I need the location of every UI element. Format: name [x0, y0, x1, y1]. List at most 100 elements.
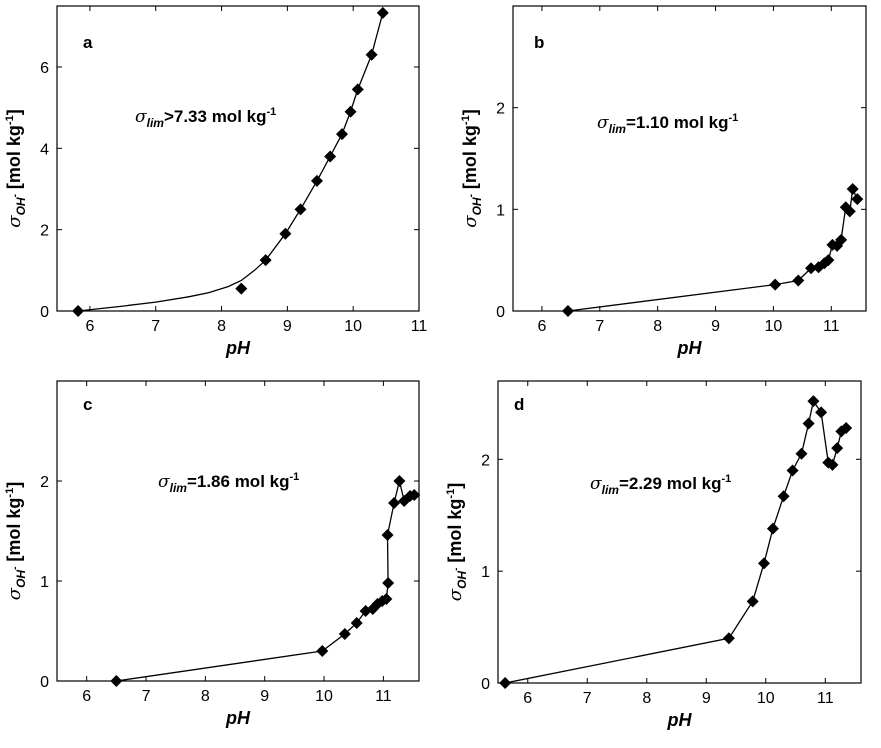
- x-tick-label: 10: [765, 318, 783, 335]
- x-tick-label: 10: [344, 318, 362, 335]
- y-tick-label: 0: [496, 304, 505, 321]
- data-point: [826, 458, 839, 471]
- y-tick-label: 2: [481, 452, 490, 469]
- sigma-lim-annotation-sub: lim: [147, 116, 165, 130]
- data-point: [72, 305, 85, 317]
- x-tick-label: 9: [283, 318, 292, 335]
- sigma-lim-annotation: σlim=1.86 mol kg-1: [158, 471, 299, 495]
- sigma-lim-annotation-sup: -1: [721, 473, 731, 485]
- data-point: [388, 497, 401, 509]
- x-axis-label: pH: [225, 708, 251, 728]
- data-point: [792, 274, 805, 287]
- data-point: [831, 442, 844, 455]
- data-point: [279, 227, 292, 240]
- data-point: [338, 628, 351, 640]
- sigma-lim-annotation-sub: lim: [170, 481, 188, 495]
- x-tick-label: 8: [217, 318, 226, 335]
- y-axis-label: σOH- [mol kg-1]: [4, 482, 28, 600]
- data-point: [766, 522, 779, 535]
- y-axis-label-sym: σ: [4, 215, 25, 228]
- y-tick-label: 2: [40, 474, 49, 491]
- y-axis-label-mainAfterSubsup: [mol kg: [4, 498, 24, 567]
- data-point: [777, 490, 790, 503]
- data-point: [758, 557, 771, 570]
- data-point: [259, 254, 272, 267]
- x-axis-label: pH: [677, 338, 703, 358]
- data-point: [365, 48, 378, 61]
- y-axis-label-mainAfterSubsup: [mol kg: [4, 125, 24, 194]
- y-tick-label: 2: [40, 223, 49, 240]
- data-point: [408, 489, 421, 501]
- y-tick-label: 4: [40, 141, 49, 158]
- x-tick-label: 9: [702, 690, 711, 707]
- x-tick-label: 11: [817, 690, 834, 707]
- sigma-lim-annotation-mainAfterSub: >7.33 mol kg: [164, 107, 267, 126]
- y-tick-label: 0: [481, 676, 490, 693]
- y-axis-label: σOH- [mol kg-1]: [4, 109, 28, 227]
- panel-letter: d: [514, 395, 524, 414]
- x-tick-label: 9: [711, 318, 720, 335]
- y-axis-label-tail: ]: [4, 109, 24, 115]
- x-tick-label: 8: [653, 318, 662, 335]
- y-axis-label-sup: -1: [4, 488, 16, 498]
- panel-letter: c: [83, 395, 92, 414]
- data-point: [769, 278, 782, 291]
- y-tick-label: 0: [40, 674, 49, 691]
- data-point: [805, 262, 818, 275]
- x-tick-label: 6: [82, 688, 91, 705]
- data-point: [351, 83, 364, 96]
- y-tick-label: 2: [496, 101, 505, 118]
- data-point: [843, 205, 856, 218]
- panel-letter: a: [83, 33, 93, 52]
- sigma-lim-annotation-sub: lim: [609, 122, 627, 136]
- x-tick-label: 7: [142, 688, 151, 705]
- x-tick-label: 7: [151, 318, 160, 335]
- x-axis-label: pH: [225, 338, 251, 358]
- sigma-lim-annotation-mainAfterSub: =1.10 mol kg: [626, 113, 729, 132]
- y-axis-label-sub: OH: [455, 571, 469, 589]
- sigma-lim-annotation: σlim=1.10 mol kg-1: [597, 112, 738, 136]
- y-axis-label-sub: OH: [14, 570, 28, 588]
- x-tick-label: 10: [315, 688, 333, 705]
- y-tick-label: 1: [496, 202, 505, 219]
- x-tick-label: 6: [85, 318, 94, 335]
- x-tick-label: 11: [411, 318, 428, 335]
- data-point: [851, 193, 864, 206]
- x-tick-label: 8: [642, 690, 651, 707]
- data-point: [802, 417, 815, 430]
- data-point: [310, 174, 323, 187]
- x-tick-label: 7: [583, 690, 592, 707]
- data-point: [561, 305, 574, 317]
- y-axis-label: σOH- [mol kg-1]: [445, 483, 469, 601]
- data-point: [393, 475, 406, 487]
- x-tick-label: 10: [757, 690, 775, 707]
- data-point: [110, 675, 123, 687]
- y-axis-label-subsup: -: [466, 194, 477, 197]
- y-tick-label: 6: [40, 60, 49, 77]
- y-tick-label: 0: [40, 304, 49, 321]
- sigma-lim-annotation-sym: σ: [590, 474, 602, 494]
- y-axis-label: σOH- [mol kg-1]: [460, 109, 484, 227]
- sigma-lim-annotation-sup: -1: [728, 112, 738, 124]
- y-axis-label-mainAfterSubsup: [mol kg: [445, 499, 465, 568]
- data-point: [376, 6, 389, 19]
- data-point: [294, 203, 307, 216]
- y-axis-label-sym: σ: [445, 588, 466, 601]
- data-point: [350, 617, 363, 629]
- y-axis-label-subsup: -: [451, 568, 462, 571]
- data-point: [822, 254, 835, 267]
- sigma-lim-annotation-mainAfterSub: =2.29 mol kg: [619, 474, 722, 493]
- y-axis-label-tail: ]: [4, 482, 24, 488]
- y-axis-label-sup: -1: [460, 115, 472, 125]
- data-point: [840, 421, 853, 434]
- plot-frame: [512, 5, 867, 312]
- y-axis-label-sup: -1: [445, 489, 457, 499]
- x-tick-label: 9: [260, 688, 269, 705]
